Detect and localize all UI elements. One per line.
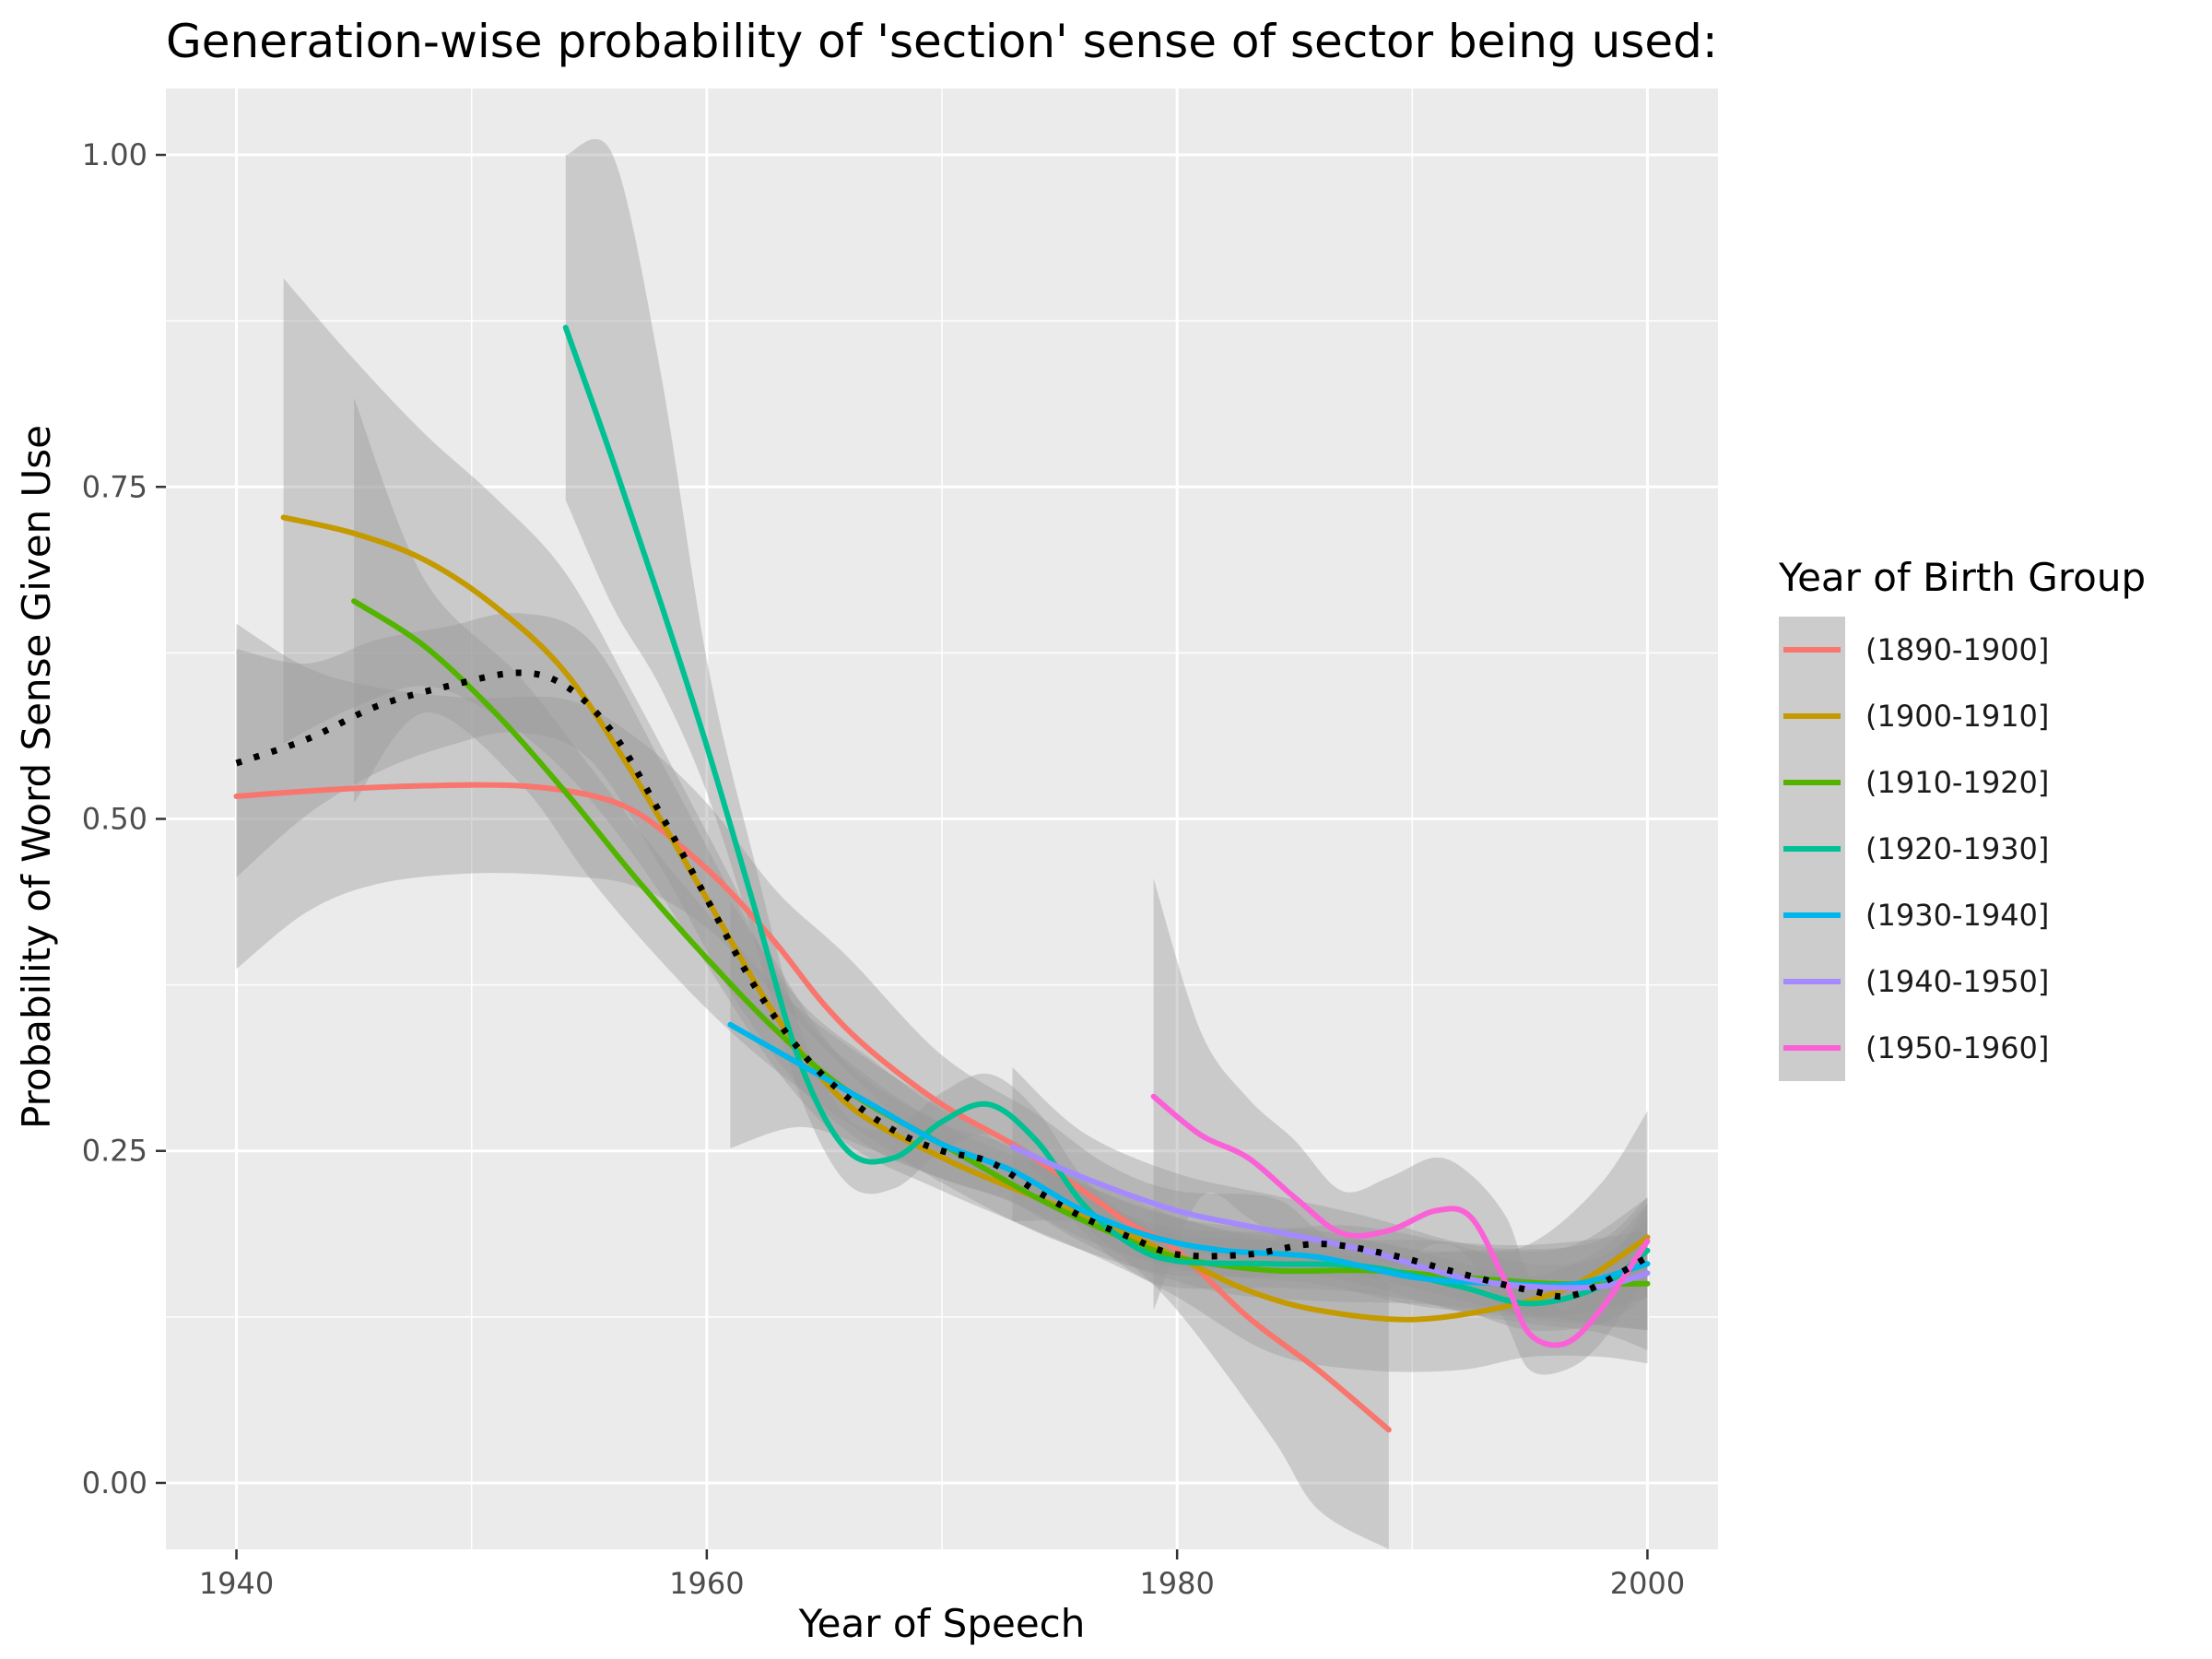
legend-label: (1910-1920] xyxy=(1865,765,2049,800)
y-tick-label: 0.00 xyxy=(82,1465,147,1500)
legend-title: Year of Birth Group xyxy=(1778,555,2146,600)
confidence-band xyxy=(236,623,1389,1549)
series-line-overall xyxy=(235,669,1650,1300)
series-line xyxy=(1009,1144,1651,1291)
y-axis-title: Probability of Word Sense Given Use xyxy=(14,425,59,1129)
y-tick-label: 0.50 xyxy=(82,802,147,837)
x-tick-label: 1940 xyxy=(199,1566,274,1601)
y-tick-label: 1.00 xyxy=(82,137,147,172)
legend-label: (1950-1960] xyxy=(1865,1030,2049,1065)
x-tick-label: 1960 xyxy=(669,1566,744,1601)
grid xyxy=(166,88,1718,1549)
confidence-band xyxy=(236,612,1648,1318)
x-tick-label: 1980 xyxy=(1139,1566,1214,1601)
confidence-band xyxy=(354,397,1648,1331)
legend-label: (1890-1900] xyxy=(1865,632,2049,667)
legend: Year of Birth Group (1890-1900] (1900-191… xyxy=(1778,555,2146,1081)
x-tick-label: 2000 xyxy=(1610,1566,1685,1601)
legend-label: (1900-1910] xyxy=(1865,699,2049,734)
legend-items: (1890-1900] (1900-1910] (1910-1920] (1920-1… xyxy=(1779,617,2049,1081)
y-tick-label: 0.25 xyxy=(82,1134,147,1169)
legend-label: (1930-1940] xyxy=(1865,898,2049,933)
y-tick-label: 0.75 xyxy=(82,469,147,504)
axes: 1940 1960 1980 2000 0.00 0.25 0.50 0.75 1.00 xyxy=(82,137,1685,1601)
legend-label: (1940-1950] xyxy=(1865,964,2049,999)
x-axis-title: Year of Speech xyxy=(798,1601,1086,1646)
series-lines xyxy=(233,324,1651,1433)
confidence-band xyxy=(1153,878,1648,1375)
chart-title: Generation-wise probability of 'section'… xyxy=(166,15,1718,68)
series-line xyxy=(1150,1093,1651,1348)
legend-label: (1920-1930] xyxy=(1865,831,2049,866)
